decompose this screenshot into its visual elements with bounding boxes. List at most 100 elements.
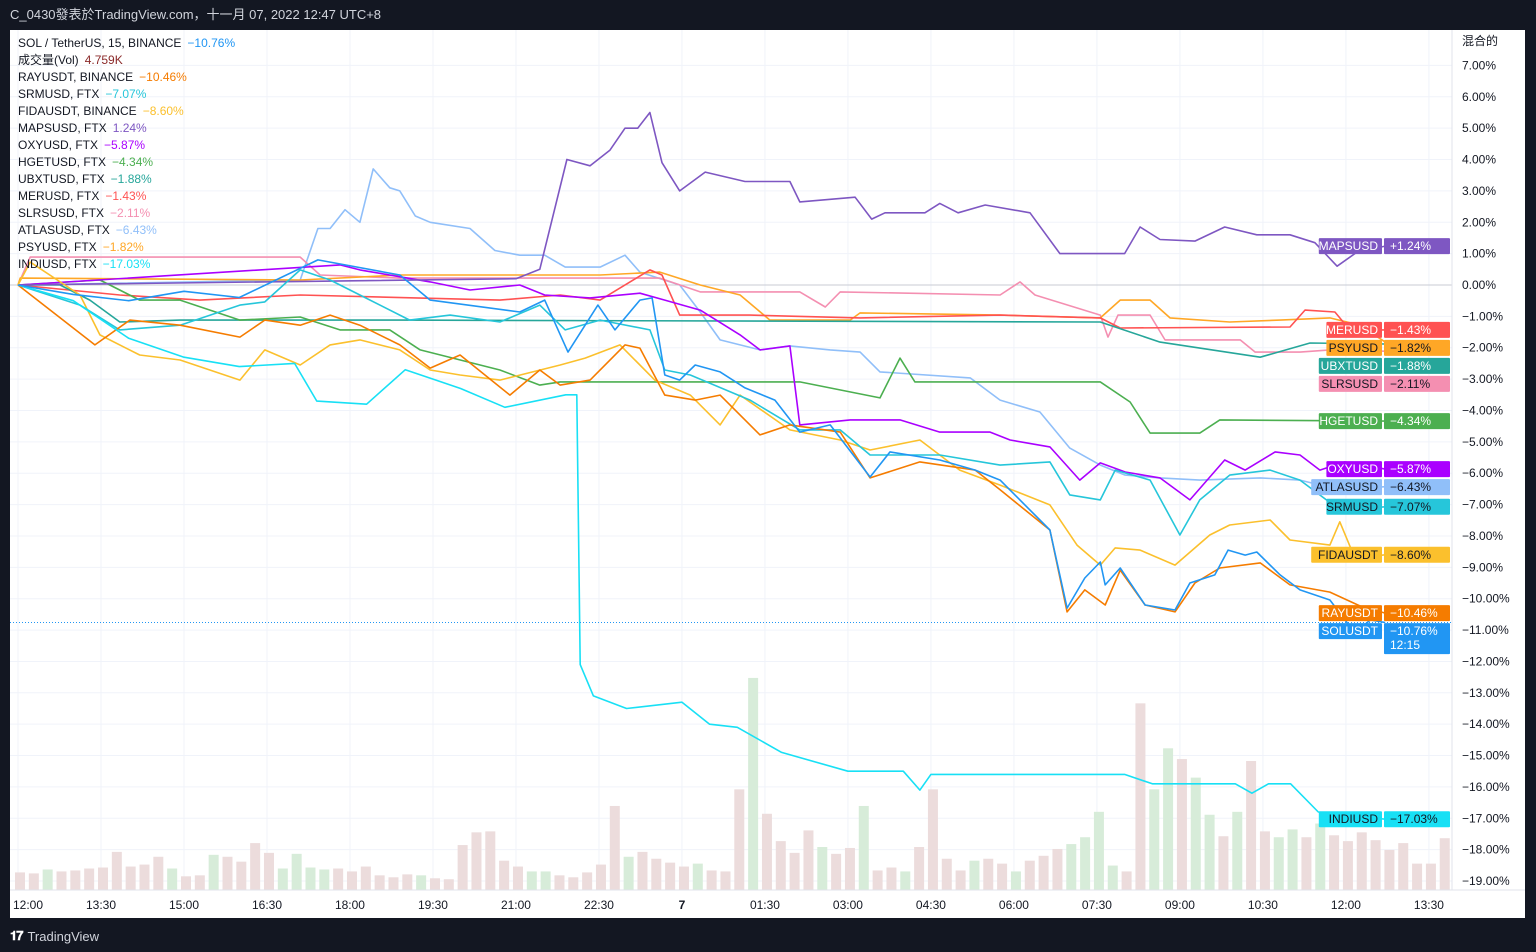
chart-svg[interactable]: 混合的 7.00% 6.00% 5.00% 4.00% 3.00% 2.00% 1.00% 0.… — [10, 30, 1525, 918]
volume-bar — [333, 868, 344, 890]
volume-bar — [803, 830, 814, 890]
volume-bar — [1066, 844, 1077, 890]
series-value-text: −7.07% — [1390, 500, 1431, 514]
x-tick-label: 18:00 — [335, 898, 365, 912]
volume-bar — [1273, 837, 1284, 890]
y-tick-label: −4.00% — [1462, 403, 1503, 417]
legend-label: PSYUSD, FTX — [18, 240, 97, 254]
series-value-tag — [1384, 321, 1450, 338]
legend-value: −7.07% — [105, 87, 147, 101]
y-tick-label: 7.00% — [1462, 58, 1496, 72]
series-name-tag — [1326, 498, 1382, 515]
y-tick-label: 4.00% — [1462, 153, 1496, 167]
legend-value: −1.82% — [102, 240, 144, 254]
volume-bar — [208, 854, 219, 890]
legend-label: HGETUSD, FTX — [18, 155, 107, 169]
volume-bar — [153, 856, 164, 890]
legend-item[interactable]: SOL / TetherUS, 15, BINANCE −10.76% — [18, 35, 235, 52]
series-value-text: −10.76% — [1390, 624, 1438, 638]
volume-bar — [1425, 863, 1436, 890]
volume-bar — [678, 866, 689, 890]
volume-bar — [84, 868, 95, 890]
volume-bar — [1384, 849, 1395, 890]
series-value-tag — [1384, 623, 1450, 655]
legend-label: FIDAUSDT, BINANCE — [18, 104, 137, 118]
legend-item[interactable]: UBXTUSD, FTX −1.88% — [18, 171, 235, 188]
volume-bar — [70, 870, 81, 890]
volume-bar — [1398, 843, 1409, 890]
x-tick-label: 7 — [679, 898, 686, 912]
volume-bar — [775, 841, 786, 890]
legend-item[interactable]: PSYUSD, FTX −1.82% — [18, 239, 235, 256]
legend-item[interactable]: 成交量(Vol) 4.759K — [18, 52, 235, 69]
y-tick-label: 1.00% — [1462, 247, 1496, 261]
series-value-tag — [1384, 498, 1450, 515]
series-line-solusdt — [17, 259, 1386, 634]
legend-item[interactable]: RAYUSDT, BINANCE −10.46% — [18, 69, 235, 86]
series-name-tag — [1318, 623, 1382, 640]
series-name-tag-text: PSYUSD — [1329, 341, 1379, 355]
volume-bar — [402, 874, 413, 890]
volume-bar — [1093, 811, 1104, 890]
volume-bar — [1107, 865, 1118, 890]
chart-panel[interactable]: 混合的 7.00% 6.00% 5.00% 4.00% 3.00% 2.00% 1.00% 0.… — [10, 30, 1525, 918]
legend-item[interactable]: INDIUSD, FTX −17.03% — [18, 256, 235, 273]
legend-label: UBXTUSD, FTX — [18, 172, 105, 186]
y-tick-label: 6.00% — [1462, 90, 1496, 104]
y-tick-label: 2.00% — [1462, 215, 1496, 229]
series-value-text: −6.43% — [1390, 480, 1431, 494]
legend-value: 4.759K — [84, 53, 123, 67]
legend-item[interactable]: SRMUSD, FTX −7.07% — [18, 86, 235, 103]
legend-value: −6.43% — [115, 223, 157, 237]
price-tag-atlasusd: −6.43% ATLASUSD — [1311, 479, 1450, 496]
volume-bar — [637, 851, 648, 890]
series-value-tag — [1384, 461, 1450, 478]
volume-bar — [277, 868, 288, 890]
legend-value: −10.46% — [139, 70, 187, 84]
volume-bar — [139, 864, 150, 890]
volume-bar — [1135, 703, 1146, 890]
price-tag-fidausdt: −8.60% FIDAUSDT — [1311, 546, 1450, 563]
volume-bar — [1176, 759, 1187, 890]
legend-item[interactable]: ATLASUSD, FTX −6.43% — [18, 222, 235, 239]
legend-item[interactable]: SLRSUSD, FTX −2.11% — [18, 205, 235, 222]
tradingview-logo-icon: 𝟏𝟕 — [10, 928, 24, 943]
y-tick-label: −19.00% — [1462, 874, 1510, 888]
volume-bar — [429, 878, 440, 890]
volume-bar — [1010, 871, 1021, 890]
price-tag-psyusd: −1.82% PSYUSD — [1326, 339, 1450, 356]
series-name-tag-text: SRMUSD — [1326, 500, 1378, 514]
y-tick-label: −16.00% — [1462, 780, 1510, 794]
x-tick-label: 22:30 — [584, 898, 614, 912]
volume-bar — [997, 863, 1008, 890]
legend-item[interactable]: HGETUSD, FTX −4.34% — [18, 154, 235, 171]
legend-item[interactable]: OXYUSD, FTX −5.87% — [18, 137, 235, 154]
y-tick-label: −9.00% — [1462, 560, 1503, 574]
legend-item[interactable]: MAPSUSD, FTX 1.24% — [18, 120, 235, 137]
legend-label: ATLASUSD, FTX — [18, 223, 110, 237]
series-value-text: −17.03% — [1390, 812, 1438, 826]
legend-label: SRMUSD, FTX — [18, 87, 100, 101]
volume-bar — [941, 858, 952, 890]
legend-item[interactable]: MERUSD, FTX −1.43% — [18, 188, 235, 205]
x-tick-label: 15:00 — [169, 898, 199, 912]
volume-bar — [595, 864, 606, 890]
volume-bar — [388, 877, 399, 890]
series-name-tag — [1318, 357, 1382, 374]
legend-item[interactable]: FIDAUSDT, BINANCE −8.60% — [18, 103, 235, 120]
series-name-tag-text: RAYUSDT — [1322, 606, 1379, 620]
y-tick-label: 0.00% — [1462, 278, 1496, 292]
x-tick-label: 19:30 — [418, 898, 448, 912]
series-name-tag-text: MERUSD — [1326, 323, 1378, 337]
volume-bar — [568, 877, 579, 890]
y-tick-label: −12.00% — [1462, 654, 1510, 668]
price-tag-indiusd: −17.03% INDIUSD — [1318, 811, 1450, 828]
series-value-text: −1.43% — [1390, 323, 1431, 337]
volume-bar — [250, 843, 261, 890]
price-tag-slrsusd: −2.11% SLRSUSD — [1318, 375, 1450, 392]
series-name-tag-text: UBXTUSD — [1321, 359, 1379, 373]
tradingview-logo[interactable]: 𝟏𝟕 TradingView — [10, 928, 99, 944]
volume-bar — [720, 871, 731, 890]
x-tick-label: 01:30 — [750, 898, 780, 912]
legend-value: −4.34% — [112, 155, 154, 169]
